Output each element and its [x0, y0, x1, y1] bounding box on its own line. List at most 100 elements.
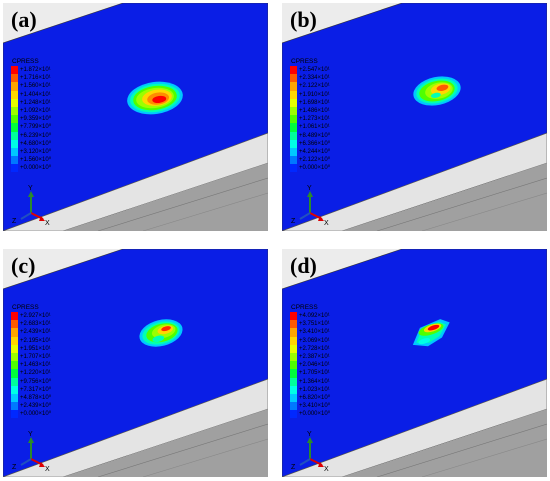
legend-swatch: [290, 156, 297, 165]
axis-triad-icon: Y Z X: [291, 431, 329, 473]
legend-row: +1.364×10¹: [290, 377, 352, 386]
legend-row: +1.951×10¹: [11, 344, 73, 353]
legend-tick-label: +2.046×10¹: [299, 362, 330, 369]
legend-row: +9.359×10⁰: [11, 115, 73, 124]
panel-label: (c): [11, 253, 36, 278]
legend-tick-label: +3.120×10⁰: [20, 148, 52, 155]
legend-row: +2.439×10¹: [11, 328, 73, 337]
legend-swatch: [290, 164, 297, 173]
legend-tick-label: +3.410×10⁰: [299, 403, 331, 410]
legend-tick-label: +3.410×10¹: [299, 329, 330, 336]
legend-row: +1.707×10¹: [11, 352, 73, 362]
legend-tick-label: +4.680×10⁰: [20, 140, 52, 147]
legend-row: +0.000×10⁰: [290, 164, 352, 173]
legend-row: +8.489×10⁰: [290, 131, 352, 140]
legend-row: +2.334×10¹: [290, 74, 352, 83]
legend-tick-label: +2.683×10¹: [20, 321, 51, 328]
legend-tick-label: +2.195×10¹: [20, 337, 51, 344]
legend-row: +2.683×10¹: [11, 320, 73, 329]
legend-swatch: [11, 352, 18, 362]
legend-row: +0.000×10⁰: [290, 410, 352, 419]
legend-tick-label: +1.404×10¹: [20, 91, 51, 98]
legend-tick-label: +1.872×10¹: [20, 67, 51, 74]
legend-swatch: [290, 115, 297, 124]
legend-tick-label: +1.092×10¹: [20, 108, 51, 115]
legend-swatch: [290, 82, 297, 91]
legend-swatch: [11, 328, 18, 337]
axis-triad-icon: Y Z X: [12, 185, 50, 227]
legend-row: +3.410×10⁰: [290, 402, 352, 411]
legend-tick-label: +2.439×10⁰: [20, 403, 52, 410]
legend-tick-label: +1.486×10¹: [299, 108, 330, 115]
legend-tick-label: +1.463×10¹: [20, 362, 51, 369]
legend-row: +2.122×10¹: [290, 82, 352, 91]
triad-x-label: X: [324, 220, 329, 227]
legend-body: +1.872×10¹ +1.716×10¹ +1.560×10¹ +1.404×10¹…: [11, 66, 73, 173]
legend-tick-label: +1.705×10¹: [299, 370, 330, 377]
legend-swatch: [11, 164, 18, 173]
legend-title: CPRESS: [291, 304, 318, 311]
legend-body: +2.927×10¹ +2.683×10¹ +2.439×10¹ +2.195×10¹…: [11, 312, 73, 419]
triad-z-label: Z: [12, 464, 17, 471]
legend-row: +7.317×10⁰: [11, 385, 73, 394]
legend-row: +6.366×10⁰: [290, 139, 352, 148]
legend-swatch: [11, 344, 18, 353]
legend-title: CPRESS: [291, 58, 318, 65]
legend-swatch: [290, 131, 297, 140]
legend-tick-label: +1.707×10¹: [20, 354, 51, 361]
legend-row: +1.560×10¹: [11, 82, 73, 91]
legend-row: +1.273×10¹: [290, 115, 352, 124]
legend-swatch: [290, 385, 297, 394]
legend-swatch: [290, 369, 297, 378]
legend-tick-label: +1.061×10¹: [299, 124, 330, 131]
pressure-contour: [127, 81, 183, 115]
axis-triad-icon: Y Z X: [291, 185, 329, 227]
legend-row: +6.239×10⁰: [11, 131, 73, 140]
legend-row: +4.878×10⁰: [11, 393, 73, 403]
legend-row: +2.387×10¹: [290, 352, 352, 362]
contour-scene: [3, 249, 268, 477]
panel-label: (a): [11, 7, 37, 32]
legend-swatch: [290, 352, 297, 362]
legend-tick-label: +1.273×10¹: [299, 116, 330, 123]
legend-tick-label: +8.489×10⁰: [299, 132, 331, 139]
triad-z-label: Z: [291, 218, 296, 225]
legend-tick-label: +4.878×10⁰: [20, 394, 52, 401]
legend-tick-label: +2.387×10¹: [299, 354, 330, 361]
legend-row: +3.751×10¹: [290, 320, 352, 329]
legend-swatch: [11, 156, 18, 165]
triad-y-label: Y: [307, 431, 312, 438]
legend: CPRESS +2.547×10¹ +2.334×10¹ +2.122×10¹ +1.…: [290, 58, 352, 173]
legend-row: +2.728×10¹: [290, 344, 352, 353]
triad-y-label: Y: [28, 185, 33, 192]
legend-row: +1.560×10⁰: [11, 156, 73, 165]
legend-row: +1.404×10¹: [11, 90, 73, 99]
legend-swatch: [290, 98, 297, 107]
legend-row: +1.698×10¹: [290, 98, 352, 107]
legend-tick-label: +1.560×10¹: [20, 83, 51, 90]
legend-swatch: [11, 385, 18, 394]
legend-swatch: [11, 393, 18, 403]
legend-swatch: [290, 402, 297, 411]
legend-tick-label: +1.716×10¹: [20, 75, 51, 82]
legend-row: +6.820×10⁰: [290, 393, 352, 403]
legend-tick-label: +9.756×10⁰: [20, 378, 52, 385]
legend-row: +0.000×10⁰: [11, 164, 73, 173]
triad-y-label: Y: [28, 431, 33, 438]
legend: CPRESS +2.927×10¹ +2.683×10¹ +2.439×10¹ +2.…: [11, 304, 73, 419]
legend-body: +2.547×10¹ +2.334×10¹ +2.122×10¹ +1.910×10¹…: [290, 66, 352, 173]
legend-tick-label: +6.239×10⁰: [20, 132, 52, 139]
legend-tick-label: +0.000×10⁰: [299, 165, 331, 172]
legend-row: +1.716×10¹: [11, 74, 73, 83]
legend-row: +3.069×10¹: [290, 336, 352, 345]
triad-x-label: X: [45, 220, 50, 227]
legend-tick-label: +3.069×10¹: [299, 337, 330, 344]
panel-d: (d) CPRESS +4.092×10¹ +3.751×10¹ +3.410×10…: [282, 249, 547, 477]
legend-body: +4.092×10¹ +3.751×10¹ +3.410×10¹ +3.069×10¹…: [290, 312, 352, 419]
triad-z-label: Z: [12, 218, 17, 225]
triad-z-label: Z: [291, 464, 296, 471]
legend-tick-label: +2.728×10¹: [299, 345, 330, 352]
legend-swatch: [11, 147, 18, 157]
legend-swatch: [11, 115, 18, 124]
panel-c: (c) CPRESS +2.927×10¹ +2.683×10¹ +2.439×10…: [3, 249, 268, 477]
